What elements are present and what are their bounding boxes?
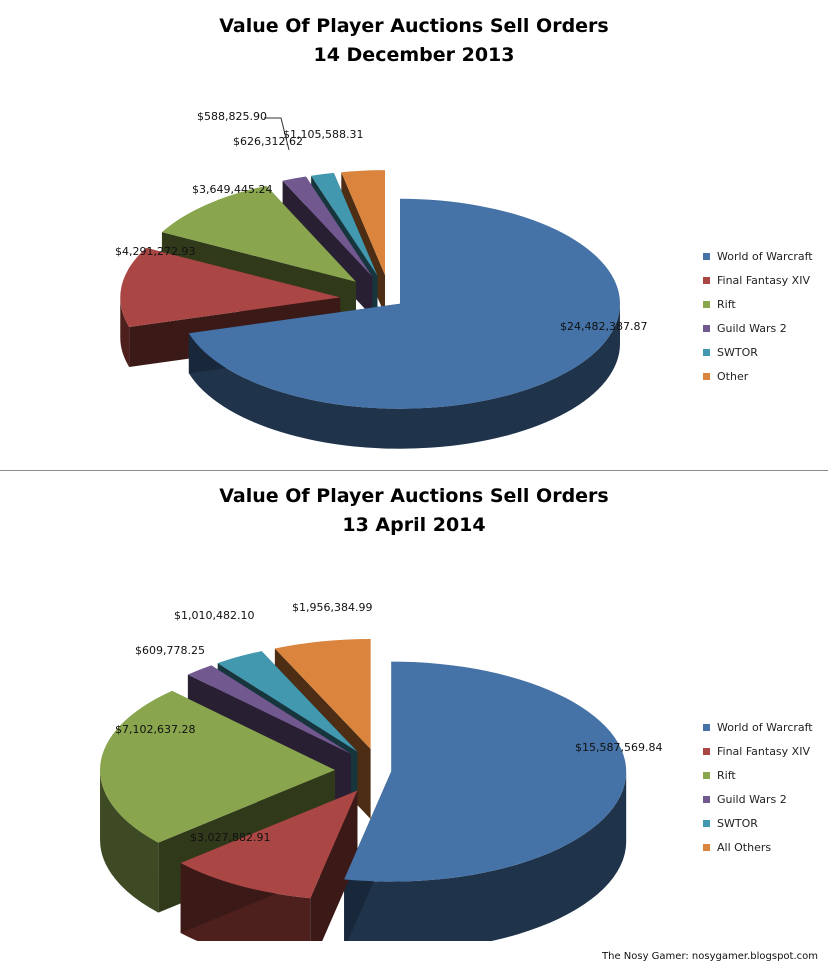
data-label: $1,105,588.31 [283, 128, 363, 141]
credit-text: The Nosy Gamer: nosygamer.blogspot.com [602, 951, 818, 962]
pie-slice [274, 638, 371, 749]
legend-item: World of Warcraft [703, 244, 813, 268]
data-label: $609,778.25 [135, 644, 205, 657]
pie-slice [100, 690, 336, 843]
pie-slice [161, 185, 356, 282]
legend-item: All Others [703, 835, 813, 859]
data-label: $1,956,384.99 [292, 601, 372, 614]
legend-swatch [703, 348, 710, 356]
legend-label: World of Warcraft [717, 720, 813, 734]
legend-label: SWTOR [717, 816, 758, 830]
pie-chart-apr-2014: $15,587,569.84 $3,027,882.91 $7,102,637.28… [100, 601, 662, 941]
pie-slice-side [344, 771, 627, 941]
legend-item: Rift [703, 292, 813, 316]
pie-slice-side [100, 770, 159, 913]
pie-slice [120, 247, 341, 327]
chart-subtitle: 14 December 2013 [313, 44, 515, 66]
pie-slice [217, 651, 358, 752]
legend-label: Guild Wars 2 [717, 321, 787, 335]
legend-swatch [703, 747, 710, 755]
chart-panel-dec-2013: Value Of Player Auctions Sell Orders 14 … [0, 0, 828, 471]
pie-slice [282, 176, 373, 277]
legend: World of Warcraft Final Fantasy XIV Rift Gu… [703, 244, 813, 388]
legend-swatch [703, 843, 710, 851]
legend-item: Rift [703, 763, 813, 787]
pie-chart-dec-2013: $24,482,387.87 $4,291,272.93 $3,649,445.24… [115, 110, 647, 449]
pie-slice [180, 790, 358, 899]
chart-subtitle: 13 April 2014 [342, 514, 486, 536]
data-label: $1,010,482.10 [174, 609, 254, 622]
pie-slice [188, 198, 621, 409]
legend: World of Warcraft Final Fantasy XIV Rift Gu… [703, 715, 813, 859]
chart-title-main: Value Of Player Auctions Sell Orders [219, 485, 609, 507]
legend-label: Other [717, 369, 749, 383]
leader-line [264, 117, 290, 151]
data-label: $4,291,272.93 [115, 245, 195, 258]
legend-swatch [703, 795, 710, 803]
legend-label: Rift [717, 768, 736, 782]
legend-swatch [703, 324, 710, 332]
legend-item: Other [703, 364, 813, 388]
legend-swatch [703, 819, 710, 827]
chart-title: Value Of Player Auctions Sell Orders 13 … [0, 482, 828, 540]
legend-label: Final Fantasy XIV [717, 273, 810, 287]
legend-item: SWTOR [703, 811, 813, 835]
data-label: $24,482,387.87 [560, 320, 647, 333]
chart-title-main: Value Of Player Auctions Sell Orders [219, 15, 609, 37]
legend-item: Guild Wars 2 [703, 316, 813, 340]
legend-swatch [703, 276, 710, 284]
legend-label: Rift [717, 297, 736, 311]
data-label: $7,102,637.28 [115, 723, 195, 736]
legend-item: Guild Wars 2 [703, 787, 813, 811]
legend-swatch [703, 252, 710, 260]
legend-label: World of Warcraft [717, 249, 813, 263]
legend-item: Final Fantasy XIV [703, 739, 813, 763]
legend-item: SWTOR [703, 340, 813, 364]
pie-slice [187, 665, 351, 754]
legend-item: World of Warcraft [703, 715, 813, 739]
pie-slice [311, 172, 378, 276]
legend-label: Guild Wars 2 [717, 792, 787, 806]
data-label: $3,027,882.91 [190, 831, 270, 844]
data-label: $588,825.90 [197, 110, 267, 123]
chart-panel-apr-2014: Value Of Player Auctions Sell Orders 13 … [0, 471, 828, 941]
data-label: $15,587,569.84 [575, 741, 662, 754]
legend-label: Final Fantasy XIV [717, 744, 810, 758]
pie-slice [341, 170, 386, 276]
legend-swatch [703, 372, 710, 380]
legend-swatch [703, 723, 710, 731]
legend-item: Final Fantasy XIV [703, 268, 813, 292]
data-label: $3,649,445.24 [192, 183, 272, 196]
legend-label: SWTOR [717, 345, 758, 359]
chart-title: Value Of Player Auctions Sell Orders 14 … [0, 12, 828, 70]
data-label: $626,312.62 [233, 135, 303, 148]
legend-label: All Others [717, 840, 772, 854]
legend-swatch [703, 300, 710, 308]
pie-slice-side [188, 303, 621, 449]
pie-slice [344, 661, 627, 882]
pie-slice-side [120, 297, 130, 367]
legend-swatch [703, 771, 710, 779]
